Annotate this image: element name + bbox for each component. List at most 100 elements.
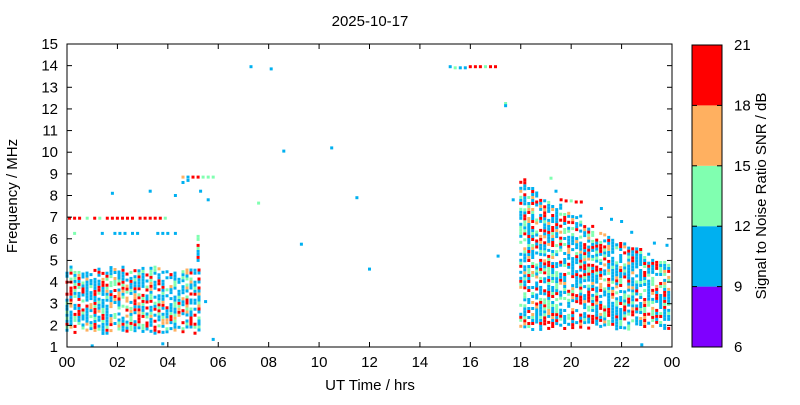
data-point (73, 312, 77, 316)
data-point (627, 324, 631, 328)
data-point (595, 301, 599, 305)
data-point (97, 273, 101, 277)
data-point (157, 309, 161, 313)
data-point (173, 322, 177, 326)
data-point (667, 293, 671, 297)
data-point (615, 312, 619, 316)
data-point (77, 273, 81, 277)
data-point (667, 311, 671, 315)
data-point (603, 254, 607, 258)
data-point (85, 328, 89, 332)
data-point (575, 282, 579, 286)
data-point (567, 256, 571, 260)
data-point (149, 314, 153, 318)
data-point (591, 272, 595, 276)
data-point (539, 288, 543, 292)
y-tick-label: 3 (50, 296, 58, 313)
data-point (623, 299, 627, 303)
data-point (659, 300, 663, 303)
data-point (85, 280, 89, 284)
data-point (563, 258, 567, 261)
data-point (81, 290, 85, 294)
data-point (607, 238, 611, 242)
data-point (635, 265, 639, 269)
data-point (635, 283, 639, 287)
data-point (141, 302, 145, 306)
data-point (655, 266, 659, 270)
data-point (535, 317, 539, 321)
data-point (571, 221, 575, 225)
data-point (575, 279, 579, 283)
data-point (651, 297, 655, 301)
data-point (484, 65, 487, 69)
data-point (631, 304, 635, 308)
data-point (77, 315, 81, 319)
data-point (161, 312, 165, 316)
data-point (78, 216, 82, 220)
data-point (543, 268, 547, 272)
data-point (579, 274, 583, 278)
data-point (611, 265, 615, 269)
data-point (575, 276, 579, 280)
data-point (543, 262, 547, 266)
data-point (595, 313, 599, 317)
data-point (551, 286, 555, 289)
data-point (547, 275, 551, 279)
data-point (523, 208, 527, 212)
data-point (81, 308, 85, 312)
data-point (161, 288, 165, 292)
data-point (145, 312, 149, 316)
data-point (667, 317, 671, 321)
data-point (105, 289, 109, 293)
data-point (527, 250, 531, 253)
data-point (98, 216, 102, 220)
data-point (173, 316, 177, 320)
data-point (631, 310, 635, 314)
data-point (539, 306, 543, 310)
data-point (523, 226, 527, 230)
data-point (543, 259, 547, 263)
data-point (547, 206, 551, 210)
data-point (607, 259, 611, 263)
data-point (105, 274, 109, 278)
data-point (129, 321, 133, 325)
data-point (93, 322, 97, 326)
data-point (137, 281, 141, 285)
data-point (563, 213, 567, 216)
data-point (129, 276, 133, 280)
data-point (133, 311, 137, 315)
data-point (587, 287, 591, 291)
data-point (583, 243, 587, 247)
data-point (539, 204, 543, 208)
data-point (555, 277, 559, 281)
data-point (523, 268, 527, 272)
data-point (177, 307, 181, 311)
data-point (599, 243, 603, 247)
data-point (519, 228, 523, 232)
data-point (555, 244, 559, 248)
data-point (551, 253, 555, 256)
data-point (539, 300, 543, 304)
data-point (607, 277, 611, 281)
data-point (531, 271, 535, 274)
data-point (527, 265, 531, 268)
data-point (611, 259, 615, 263)
data-point (547, 314, 551, 318)
data-point (137, 320, 141, 324)
data-point (627, 276, 631, 280)
data-point (161, 291, 165, 295)
data-point (599, 273, 603, 277)
y-tick-label: 4 (50, 274, 58, 291)
data-point (663, 260, 667, 264)
data-point (535, 287, 539, 291)
data-point (547, 308, 551, 312)
data-point (157, 303, 161, 307)
data-point (185, 325, 189, 329)
data-point (539, 309, 543, 313)
data-point (185, 307, 189, 311)
data-point (579, 256, 583, 260)
data-point (551, 220, 555, 223)
data-point (181, 321, 185, 325)
data-point (539, 219, 543, 223)
data-point (105, 295, 109, 299)
